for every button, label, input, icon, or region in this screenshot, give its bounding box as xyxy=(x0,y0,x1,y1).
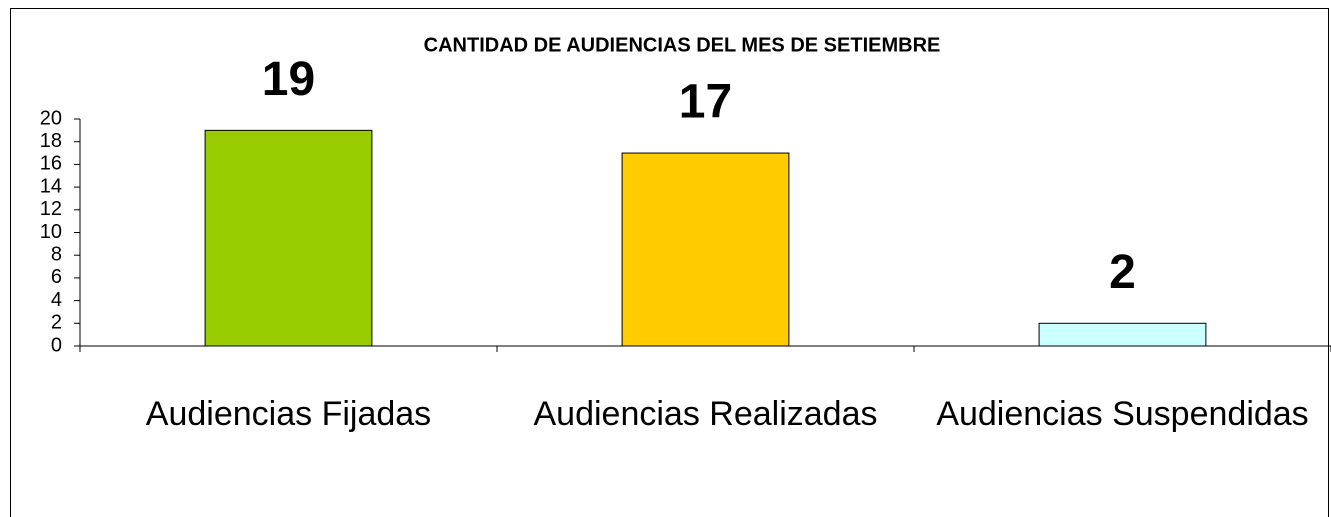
y-tick-label: 18 xyxy=(40,130,62,152)
x-tick-label: Audiencias Realizadas xyxy=(533,395,878,433)
value-label: 17 xyxy=(679,76,732,129)
x-tick-label: Audiencias Suspendidas xyxy=(936,395,1309,433)
bar xyxy=(204,129,373,347)
y-tick-label: 14 xyxy=(40,175,62,197)
y-tick-label: 16 xyxy=(40,153,62,175)
y-tick-label: 8 xyxy=(51,243,62,265)
y-tick-label: 6 xyxy=(51,266,62,288)
bar xyxy=(1038,322,1207,347)
y-tick-label: 20 xyxy=(40,107,62,129)
x-tick-label: Audiencias Fijadas xyxy=(145,395,432,433)
value-label: 2 xyxy=(1109,246,1136,299)
y-tick-label: 12 xyxy=(40,198,62,220)
bar xyxy=(621,152,790,347)
y-tick-label: 4 xyxy=(51,289,62,311)
y-tick-label: 2 xyxy=(51,312,62,334)
y-tick-label: 10 xyxy=(40,221,62,243)
y-tick-label: 0 xyxy=(51,334,62,356)
chart-title: CANTIDAD DE AUDIENCIAS DEL MES DE SETIEM… xyxy=(424,34,941,56)
value-label: 19 xyxy=(262,53,315,106)
